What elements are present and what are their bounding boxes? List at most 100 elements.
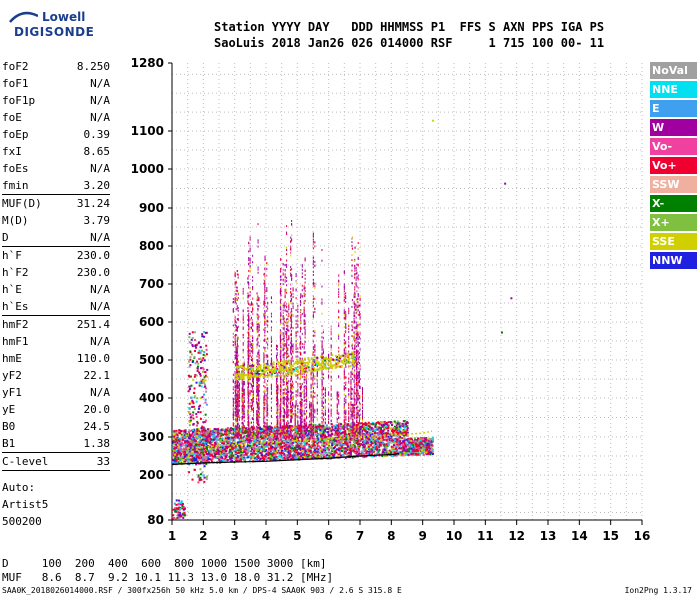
- echo-point: [364, 421, 367, 424]
- echo-point: [195, 447, 198, 450]
- echo-point: [225, 447, 228, 450]
- echo-point: [255, 457, 258, 460]
- echo-point: [357, 422, 360, 425]
- echo-point: [300, 382, 302, 385]
- echo-point: [359, 427, 362, 430]
- param-row: foEs N/A: [2, 160, 110, 177]
- echo-point: [378, 422, 381, 425]
- echo-point: [293, 439, 296, 442]
- echo-point: [254, 452, 257, 455]
- echo-point: [356, 442, 359, 445]
- echo-point: [333, 442, 336, 445]
- echo-point: [349, 452, 352, 455]
- param-value: N/A: [90, 283, 110, 296]
- echo-point: [362, 441, 365, 444]
- echo-point: [274, 449, 277, 452]
- param-value: N/A: [90, 94, 110, 107]
- echo-point: [203, 434, 206, 437]
- echo-point: [308, 455, 311, 458]
- echo-point: [264, 429, 267, 432]
- echo-point: [326, 426, 329, 429]
- echo-point: [306, 436, 309, 439]
- echo-point: [376, 443, 379, 446]
- echo-point: [348, 425, 351, 428]
- echo-point: [286, 259, 288, 262]
- echo-point: [378, 437, 381, 440]
- echo-point: [431, 450, 434, 453]
- echo-point: [275, 438, 278, 441]
- echo-point: [367, 453, 370, 456]
- echo-point: [373, 441, 376, 444]
- echo-point: [203, 457, 206, 460]
- param-row: foF1p N/A: [2, 92, 110, 109]
- echo-point: [317, 448, 320, 451]
- echo-point: [355, 269, 357, 272]
- echo-point: [296, 446, 299, 449]
- echo-point: [182, 432, 185, 435]
- echo-point: [407, 444, 410, 447]
- param-value: 1.38: [83, 437, 111, 450]
- echo-point: [248, 456, 251, 459]
- echo-point: [308, 447, 311, 450]
- echo-point: [203, 428, 206, 431]
- param-name: hmE: [2, 352, 22, 365]
- echo-point: [286, 436, 288, 439]
- echo-point: [209, 441, 212, 444]
- echo-point: [377, 450, 380, 453]
- echo-point: [221, 442, 224, 445]
- param-value: 24.5: [83, 420, 111, 433]
- echo-point: [277, 449, 280, 452]
- echo-point: [393, 432, 396, 435]
- echo-point: [208, 435, 211, 438]
- echo-point: [268, 433, 271, 436]
- echo-point: [185, 434, 188, 437]
- echo-point: [331, 456, 334, 459]
- echo-point: [364, 448, 367, 451]
- echo-point: [414, 442, 417, 445]
- echo-point: [350, 432, 353, 435]
- echo-point: [296, 442, 299, 445]
- echo-point: [397, 437, 400, 440]
- echo-point: [344, 426, 347, 429]
- echo-point: [375, 423, 378, 426]
- echo-point: [325, 439, 328, 442]
- echo-point: [332, 447, 335, 450]
- echo-point: [401, 441, 404, 444]
- echo-point: [179, 444, 182, 447]
- echo-point: [253, 435, 256, 438]
- echo-point: [353, 442, 356, 445]
- echo-point: [365, 425, 368, 428]
- echo-point: [253, 444, 256, 447]
- echo-point: [389, 427, 392, 430]
- echo-point: [175, 439, 178, 442]
- echo-point: [260, 436, 263, 439]
- echo-point: [185, 445, 188, 448]
- echo-point: [308, 432, 311, 435]
- echo-point: [375, 446, 378, 449]
- echo-point: [210, 446, 213, 449]
- echo-point: [177, 458, 180, 461]
- echo-point: [211, 432, 214, 435]
- echo-point: [383, 424, 386, 427]
- echo-point: [297, 440, 300, 443]
- echo-point: [349, 437, 352, 440]
- x-tick-label: 11: [477, 529, 494, 543]
- echo-point: [296, 444, 299, 447]
- echo-point: [271, 430, 274, 433]
- echo-point: [303, 436, 306, 439]
- echo-point: [371, 442, 374, 445]
- echo-point: [296, 427, 299, 430]
- echo-point: [376, 447, 379, 450]
- echo-point: [382, 432, 385, 435]
- echo-point: [174, 462, 177, 465]
- echo-point: [309, 426, 312, 429]
- echo-point: [365, 428, 368, 431]
- echo-point: [234, 346, 236, 349]
- param-separator: [2, 194, 110, 195]
- echo-point: [234, 445, 237, 448]
- echo-point: [319, 446, 322, 449]
- echo-point: [234, 393, 236, 396]
- echo-point: [418, 441, 421, 444]
- echo-point: [384, 432, 387, 435]
- echo-point: [256, 447, 259, 450]
